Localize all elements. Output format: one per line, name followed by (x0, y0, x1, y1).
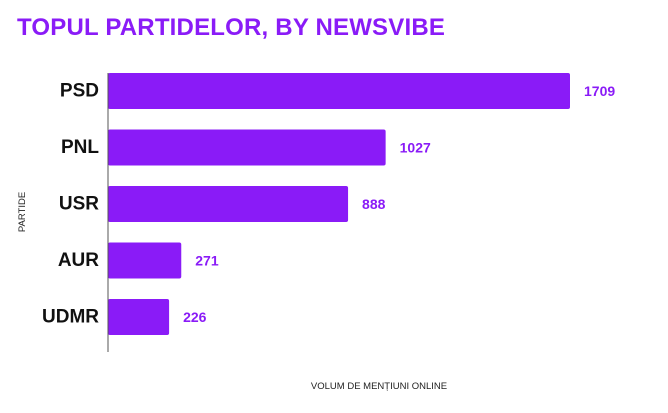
x-axis-title: VOLUM DE MENȚIUNI ONLINE (311, 381, 447, 392)
chart-title: TOPUL PARTIDELOR, BY NEWSVIBE (17, 14, 446, 41)
category-label-aur: AUR (58, 250, 99, 271)
data-label-aur: 271 (195, 253, 219, 269)
data-label-pnl: 1027 (400, 140, 431, 156)
bar-udmr (108, 299, 170, 335)
data-label-udmr: 226 (183, 309, 207, 325)
category-label-pnl: PNL (61, 137, 99, 158)
bar-aur (108, 242, 182, 279)
bars-layer: PSD 1709 PNL 1027 USR 888 AUR 271 UDMR 226 (42, 73, 615, 335)
bar-usr (108, 186, 349, 222)
data-label-psd: 1709 (584, 83, 615, 99)
category-label-udmr: UDMR (42, 307, 99, 328)
category-label-usr: USR (59, 194, 99, 215)
data-label-usr: 888 (362, 196, 386, 212)
category-label-psd: PSD (60, 81, 99, 102)
bar-psd (108, 73, 570, 109)
bar-pnl (108, 129, 386, 166)
y-axis-title: PARTIDE (17, 192, 28, 232)
